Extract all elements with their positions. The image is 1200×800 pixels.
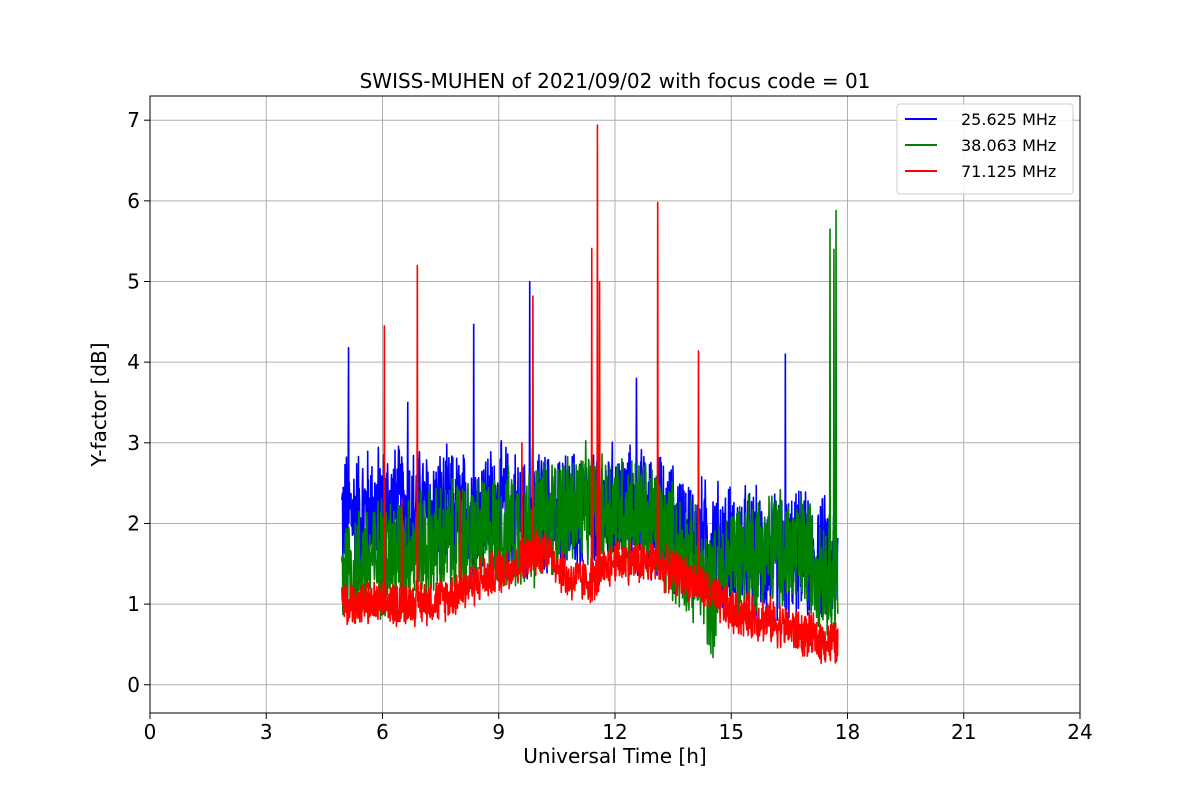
legend-box	[896, 103, 1074, 195]
x-tick-label: 15	[719, 720, 744, 744]
x-tick-label: 24	[1067, 720, 1092, 744]
y-tick-label: 1	[127, 592, 140, 616]
y-axis-label: Y-factor [dB]	[87, 342, 111, 467]
x-tick-label: 12	[602, 720, 627, 744]
x-tick-label: 9	[492, 720, 505, 744]
y-tick-label: 0	[127, 673, 140, 697]
legend: 25.625 MHz 38.063 MHz 71.125 MHz	[896, 103, 1074, 195]
x-tick-label: 3	[260, 720, 273, 744]
legend-label: 38.063 MHz	[961, 136, 1056, 155]
legend-label: 71.125 MHz	[961, 162, 1056, 181]
chart-title: SWISS-MUHEN of 2021/09/02 with focus cod…	[360, 69, 871, 93]
y-tick-label: 5	[127, 270, 140, 294]
y-tick-label: 7	[127, 108, 140, 132]
y-tick-label: 3	[127, 431, 140, 455]
grid	[149, 96, 1081, 713]
y-tick-label: 2	[127, 511, 140, 535]
legend-label: 25.625 MHz	[961, 110, 1056, 129]
x-tick-label: 0	[144, 720, 157, 744]
x-tick-label: 18	[835, 720, 860, 744]
series-line-2	[341, 124, 839, 665]
plot-area	[341, 124, 839, 665]
x-tick-label: 21	[951, 720, 976, 744]
x-tick-label: 6	[376, 720, 389, 744]
y-tick-label: 4	[127, 350, 140, 374]
x-axis-label: Universal Time [h]	[523, 744, 706, 768]
y-tick-label: 6	[127, 189, 140, 213]
series-line-1	[341, 209, 839, 659]
